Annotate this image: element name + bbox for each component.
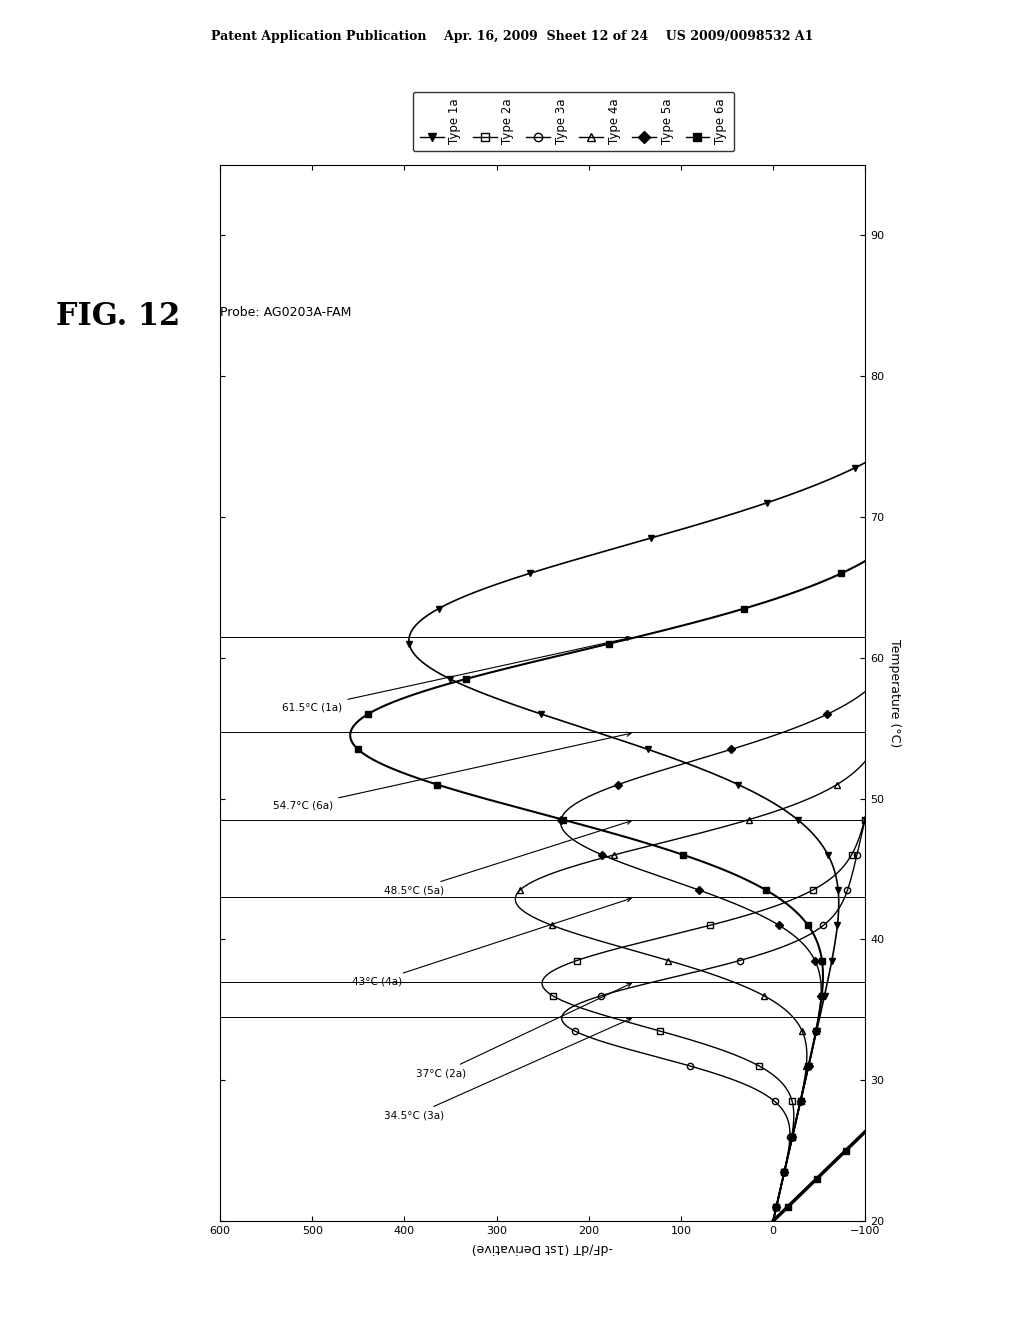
Text: 37°C (2a): 37°C (2a) <box>417 983 631 1078</box>
Legend: Type 1a, Type 2a, Type 3a, Type 4a, Type 5a, Type 6a: Type 1a, Type 2a, Type 3a, Type 4a, Type… <box>413 91 734 152</box>
Text: 43°C (4a): 43°C (4a) <box>352 898 631 986</box>
Text: FIG. 12: FIG. 12 <box>56 301 180 333</box>
Text: 48.5°C (5a): 48.5°C (5a) <box>384 820 631 895</box>
Y-axis label: Temperature (°C): Temperature (°C) <box>888 639 901 747</box>
Text: 61.5°C (1a): 61.5°C (1a) <box>283 636 631 711</box>
Text: Patent Application Publication    Apr. 16, 2009  Sheet 12 of 24    US 2009/00985: Patent Application Publication Apr. 16, … <box>211 30 813 44</box>
X-axis label: -dF/dT (1st Derivative): -dF/dT (1st Derivative) <box>472 1241 613 1254</box>
Text: 34.5°C (3a): 34.5°C (3a) <box>384 1018 631 1121</box>
Text: 54.7°C (6a): 54.7°C (6a) <box>273 733 631 810</box>
Text: Probe: AG0203A-FAM: Probe: AG0203A-FAM <box>220 306 351 319</box>
